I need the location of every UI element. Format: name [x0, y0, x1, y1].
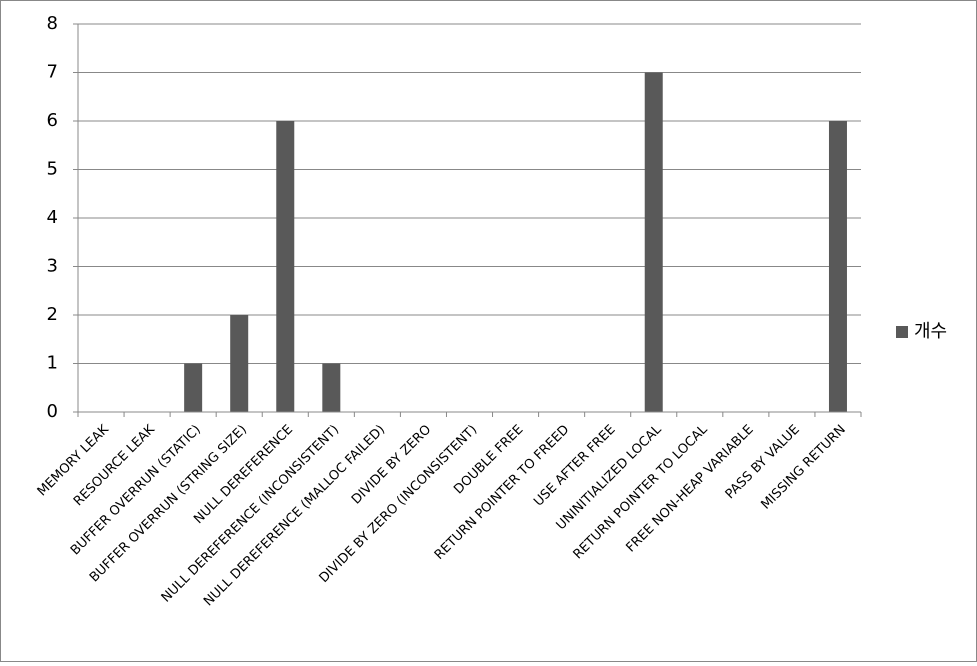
bar — [230, 315, 249, 412]
y-tick-label: 2 — [47, 304, 58, 325]
y-tick-label: 8 — [47, 13, 58, 34]
y-tick-label: 3 — [47, 256, 58, 277]
y-tick-label: 5 — [47, 159, 58, 180]
y-tick-label: 7 — [47, 62, 58, 83]
y-tick-label: 1 — [47, 353, 58, 374]
bar — [644, 72, 663, 412]
y-tick-label: 0 — [47, 401, 58, 422]
bar — [276, 121, 295, 412]
legend-label: 개수 — [914, 321, 947, 342]
bar — [828, 121, 847, 412]
legend-swatch — [896, 326, 908, 338]
y-tick-label: 6 — [47, 110, 58, 131]
bar — [322, 363, 341, 412]
bar — [184, 363, 203, 412]
y-tick-label: 4 — [47, 207, 58, 228]
